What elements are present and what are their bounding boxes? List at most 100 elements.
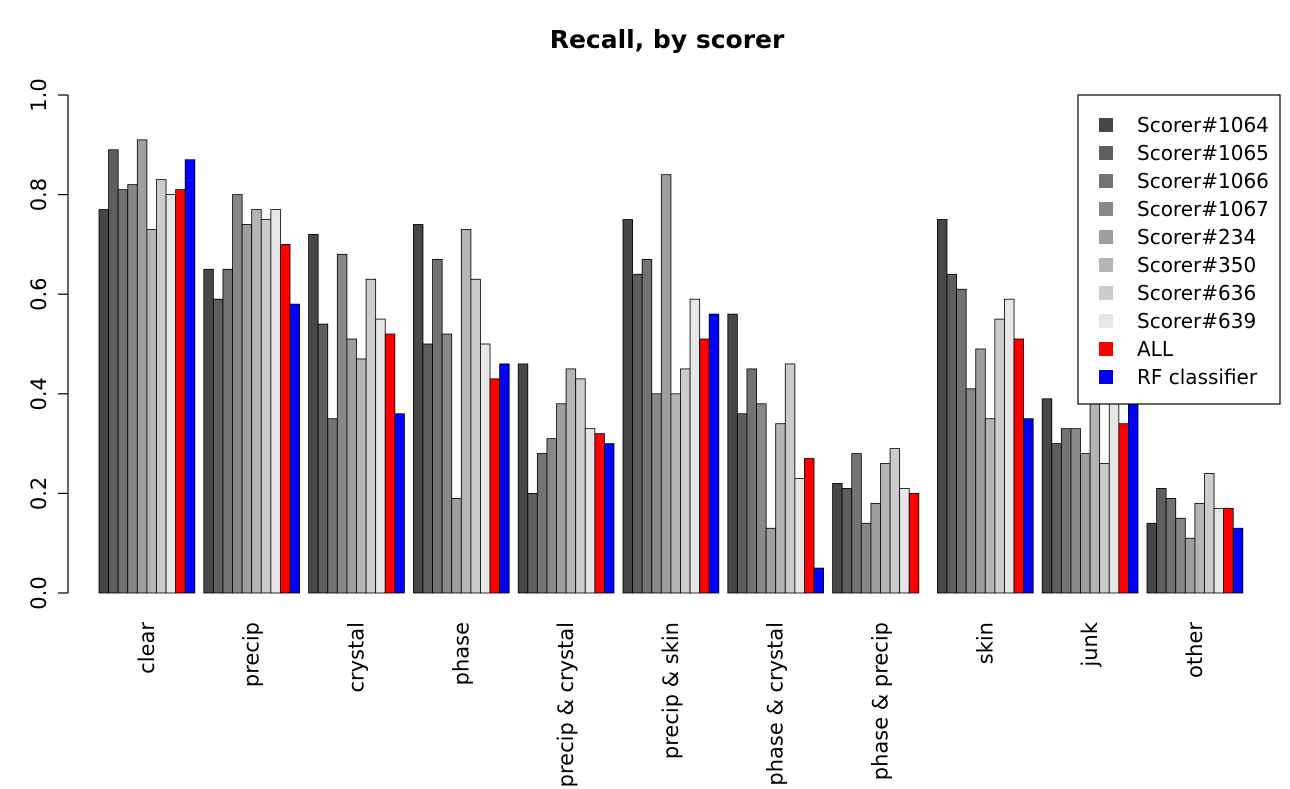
bar xyxy=(412,224,424,594)
bar xyxy=(356,358,367,594)
bar xyxy=(1080,453,1091,594)
bar xyxy=(308,234,319,594)
bar xyxy=(1070,428,1081,594)
bar-group xyxy=(727,313,825,594)
bar xyxy=(775,423,786,594)
legend-swatch xyxy=(1099,370,1113,384)
bar xyxy=(1128,403,1139,594)
bar xyxy=(975,348,986,594)
bar xyxy=(660,174,672,594)
bar xyxy=(670,393,681,594)
bar xyxy=(1060,428,1072,594)
bar xyxy=(1013,338,1025,594)
bar xyxy=(784,363,796,594)
bar xyxy=(956,288,967,594)
bar xyxy=(289,303,300,594)
bar xyxy=(432,258,443,594)
category-label: phase xyxy=(449,622,473,685)
legend-swatch xyxy=(1099,258,1113,272)
legend-item: Scorer#1065 xyxy=(1099,141,1269,165)
legend-label: ALL xyxy=(1137,337,1174,361)
bar xyxy=(212,298,224,594)
legend: Scorer#1064 Scorer#1065 Scorer#1066 Scorer#… xyxy=(1077,94,1281,405)
bar xyxy=(832,483,843,594)
bar xyxy=(984,418,996,594)
bar xyxy=(241,224,253,594)
bar xyxy=(375,318,386,594)
bar xyxy=(604,443,615,594)
bar-group xyxy=(937,219,1034,594)
bar xyxy=(384,333,396,594)
bar-group xyxy=(1041,398,1139,594)
bar xyxy=(937,219,948,594)
category-label: junk xyxy=(1078,621,1102,667)
bar xyxy=(908,492,920,594)
category-label: precip xyxy=(240,622,264,687)
bar xyxy=(1004,298,1015,594)
bar xyxy=(232,194,243,594)
legend-item: RF classifier xyxy=(1099,365,1258,389)
legend-swatch xyxy=(1099,174,1113,188)
legend-item: Scorer#636 xyxy=(1099,281,1256,305)
bar xyxy=(575,378,586,594)
y-tick-label: 0.2 xyxy=(27,477,51,510)
bar xyxy=(280,243,291,594)
y-tick-label: 0.6 xyxy=(27,277,51,310)
bar xyxy=(965,388,977,594)
bar-group xyxy=(412,224,510,594)
bar xyxy=(203,268,214,594)
bar xyxy=(889,448,901,594)
bar xyxy=(470,278,481,594)
bar xyxy=(336,253,348,594)
bar xyxy=(794,478,805,594)
bar xyxy=(736,413,748,594)
bar xyxy=(1223,507,1234,594)
bar xyxy=(1118,423,1129,594)
bar xyxy=(946,273,957,594)
bar xyxy=(98,209,109,594)
bar-group xyxy=(1146,473,1244,594)
bar xyxy=(146,229,157,594)
legend-item: Scorer#1066 xyxy=(1099,169,1269,193)
bar xyxy=(680,368,691,594)
bar xyxy=(117,189,129,594)
bar xyxy=(441,333,453,594)
bar xyxy=(1023,418,1034,594)
category-label: skin xyxy=(973,622,997,664)
bar xyxy=(880,463,891,594)
bar xyxy=(689,298,701,594)
category-label: phase & precip xyxy=(869,622,893,780)
bar xyxy=(165,194,177,594)
bar xyxy=(699,338,710,594)
legend-label: Scorer#1067 xyxy=(1137,197,1269,221)
category-label: precip & skin xyxy=(659,622,683,759)
bar-group xyxy=(622,174,720,594)
bar xyxy=(870,502,881,594)
bar xyxy=(489,378,501,594)
y-tick-label: 0.8 xyxy=(27,178,51,211)
bar xyxy=(746,368,757,594)
legend-item: Scorer#350 xyxy=(1099,253,1256,277)
bar xyxy=(860,522,872,594)
y-tick-label: 0.4 xyxy=(27,377,51,410)
legend-swatch xyxy=(1099,118,1113,132)
legend-item: ALL xyxy=(1099,337,1174,361)
legend-swatch xyxy=(1099,286,1113,300)
category-label: phase & crystal xyxy=(764,622,788,786)
bar xyxy=(546,438,557,594)
bar xyxy=(1146,522,1157,594)
legend-swatch xyxy=(1099,202,1113,216)
bar xyxy=(422,343,433,594)
category-label: other xyxy=(1183,622,1207,678)
bar-group xyxy=(517,363,615,594)
legend-label: Scorer#636 xyxy=(1137,281,1256,305)
bar xyxy=(480,343,491,594)
bar-groups xyxy=(98,139,1244,594)
legend-item: Scorer#234 xyxy=(1099,225,1256,249)
bar xyxy=(1051,443,1062,594)
bar xyxy=(1041,398,1053,594)
bar-group xyxy=(832,448,920,594)
category-label: precip & crystal xyxy=(554,622,578,787)
bar xyxy=(813,567,825,594)
bar-group xyxy=(308,234,405,594)
